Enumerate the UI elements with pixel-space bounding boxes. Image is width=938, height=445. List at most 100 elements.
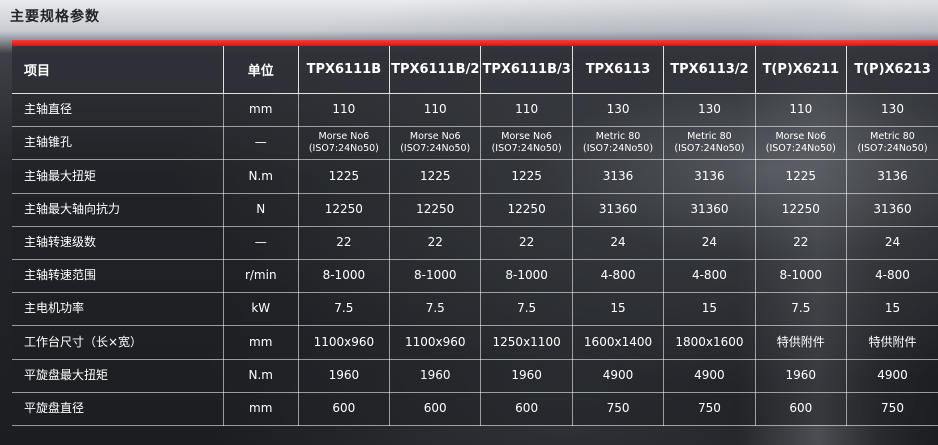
spec-value: 12250 bbox=[507, 201, 546, 216]
spec-value-cell: 7.5 bbox=[389, 292, 482, 327]
spec-value-cell: 1225 bbox=[755, 159, 848, 194]
spec-value-cell: 12250 bbox=[480, 193, 573, 227]
spec-value-cell: 110 bbox=[389, 93, 482, 128]
spec-value: 特供附件 bbox=[776, 334, 825, 349]
row-item-label: 平旋盘直径 bbox=[12, 392, 224, 426]
table-row: 平旋盘直径 mm 600 600 600 750 750 600 750 bbox=[12, 392, 938, 426]
spec-value: 750 bbox=[606, 400, 630, 415]
spec-value: (ISO7:24No50) bbox=[308, 143, 379, 155]
spec-value: 24 bbox=[884, 234, 901, 249]
table-row: 主轴最大扭矩 N.m 1225 1225 1225 3136 3136 1225 3136 bbox=[12, 159, 938, 194]
spec-value-cell: Morse No6 (ISO7:24No50) bbox=[389, 126, 482, 161]
spec-value: 4900 bbox=[877, 367, 908, 382]
spec-value: 600 bbox=[515, 400, 539, 415]
spec-value: 1225 bbox=[511, 168, 542, 183]
spec-value-cell: 15 bbox=[572, 292, 665, 327]
table-row: 主轴转速级数 — 22 22 22 24 24 22 24 bbox=[12, 226, 938, 260]
spec-value-cell: 特供附件 bbox=[755, 325, 848, 360]
spec-value-cell: 110 bbox=[298, 93, 391, 128]
spec-value-cell: 4900 bbox=[846, 359, 938, 393]
spec-value: 15 bbox=[701, 301, 718, 316]
spec-value-cell: 750 bbox=[572, 392, 665, 426]
table-row: 平旋盘最大扭矩 N.m 1960 1960 1960 4900 4900 1960 4900 bbox=[12, 359, 938, 393]
spec-value: Metric 80 bbox=[870, 131, 915, 143]
spec-value-cell: 3136 bbox=[663, 159, 756, 194]
spec-value-cell: 7.5 bbox=[480, 292, 573, 327]
row-unit: N bbox=[223, 193, 299, 227]
spec-value: 1960 bbox=[419, 367, 451, 382]
row-unit: mm bbox=[223, 93, 299, 128]
header-model: TPX6111B/2 bbox=[389, 46, 482, 94]
row-unit: — bbox=[223, 226, 299, 260]
spec-value-cell: 24 bbox=[572, 226, 665, 260]
spec-value-cell: 8-1000 bbox=[298, 259, 391, 294]
spec-value: 4-800 bbox=[600, 268, 636, 283]
spec-table: 项目 单位 TPX6111B TPX6111B/2 TPX6111B/3 TPX… bbox=[12, 46, 938, 426]
spec-value: Morse No6 bbox=[409, 131, 461, 143]
row-unit: kW bbox=[223, 292, 299, 327]
spec-value-cell: 31360 bbox=[663, 193, 756, 227]
spec-value: 600 bbox=[789, 400, 813, 415]
spec-value: Metric 80 bbox=[595, 131, 641, 143]
page-title: 主要规格参数 bbox=[10, 9, 100, 25]
spec-value-cell: Morse No6 (ISO7:24No50) bbox=[480, 126, 573, 161]
spec-value-cell: Morse No6 (ISO7:24No50) bbox=[755, 126, 848, 161]
spec-value-cell: 3136 bbox=[846, 159, 938, 194]
row-item-label: 主轴锥孔 bbox=[12, 126, 224, 161]
spec-value-cell: Metric 80 (ISO7:24No50) bbox=[572, 126, 665, 161]
spec-value: Morse No6 bbox=[501, 131, 552, 143]
spec-value-cell: 1100x960 bbox=[389, 325, 482, 360]
spec-value-cell: 130 bbox=[663, 93, 756, 128]
spec-value-cell: 8-1000 bbox=[389, 259, 482, 294]
spec-value-cell: 7.5 bbox=[298, 292, 391, 327]
spec-value: 31360 bbox=[873, 201, 912, 216]
spec-value-cell: 特供附件 bbox=[846, 325, 938, 360]
spec-value-cell: 1800x1600 bbox=[663, 325, 756, 360]
spec-value-cell: 110 bbox=[480, 93, 573, 128]
spec-value: 31360 bbox=[598, 201, 638, 216]
spec-value: 1225 bbox=[785, 168, 817, 183]
spec-value-cell: 24 bbox=[663, 226, 756, 260]
spec-value-cell: 1960 bbox=[480, 359, 573, 393]
table-header-row: 项目 单位 TPX6111B TPX6111B/2 TPX6111B/3 TPX… bbox=[12, 46, 938, 94]
row-item-label: 主轴转速范围 bbox=[12, 259, 224, 294]
table-row: 主轴最大轴向抗力 N 12250 12250 12250 31360 31360 12250 3… bbox=[12, 193, 938, 227]
spec-value: 110 bbox=[332, 102, 356, 117]
spec-value-cell: 1225 bbox=[480, 159, 573, 194]
spec-value-cell: 600 bbox=[389, 392, 482, 426]
table-row: 主轴转速范围 r/min 8-1000 8-1000 8-1000 4-800 4-800 8… bbox=[12, 259, 938, 294]
table-row: 主轴直径 mm 110 110 110 130 130 110 130 bbox=[12, 93, 938, 128]
spec-value: 12250 bbox=[324, 201, 363, 216]
header-item: 项目 bbox=[12, 46, 224, 94]
spec-value-cell: 600 bbox=[755, 392, 848, 426]
table-row: 主轴锥孔 — Morse No6 (ISO7:24No50) Morse No6 (ISO… bbox=[12, 126, 938, 161]
spec-table-container: 项目 单位 TPX6111B TPX6111B/2 TPX6111B/3 TPX… bbox=[12, 40, 938, 426]
spec-value-cell: 22 bbox=[298, 226, 391, 260]
spec-value: (ISO7:24No50) bbox=[400, 143, 471, 155]
row-item-label: 主轴最大扭矩 bbox=[12, 159, 224, 194]
spec-value: 4-800 bbox=[691, 268, 727, 283]
spec-value: 1960 bbox=[785, 367, 817, 382]
spec-value: 130 bbox=[697, 102, 721, 117]
spec-value-cell: 15 bbox=[846, 292, 938, 327]
spec-value: 4900 bbox=[694, 367, 725, 382]
spec-value: 7.5 bbox=[791, 301, 811, 316]
header-model: TPX6111B bbox=[298, 46, 391, 94]
spec-value-cell: 1225 bbox=[389, 159, 482, 194]
spec-value: 750 bbox=[881, 400, 904, 415]
spec-value: 600 bbox=[332, 400, 356, 415]
header-unit: 单位 bbox=[223, 46, 299, 94]
spec-value: (ISO7:24No50) bbox=[491, 143, 562, 155]
header-model: TPX6113 bbox=[572, 46, 665, 94]
spec-value-cell: 4900 bbox=[663, 359, 756, 393]
spec-value: 12250 bbox=[416, 201, 455, 216]
spec-value: 130 bbox=[881, 102, 904, 117]
spec-value-cell: 1960 bbox=[755, 359, 848, 393]
spec-value-cell: 4-800 bbox=[663, 259, 756, 294]
spec-value: (ISO7:24No50) bbox=[674, 143, 745, 155]
spec-value-cell: 12250 bbox=[755, 193, 848, 227]
row-unit: N.m bbox=[223, 359, 299, 393]
spec-value-cell: 1250x1100 bbox=[480, 325, 573, 360]
table-row: 工作台尺寸（长×宽） mm 1100x960 1100x960 1250x1100 160… bbox=[12, 325, 938, 360]
spec-value: 22 bbox=[793, 234, 809, 249]
